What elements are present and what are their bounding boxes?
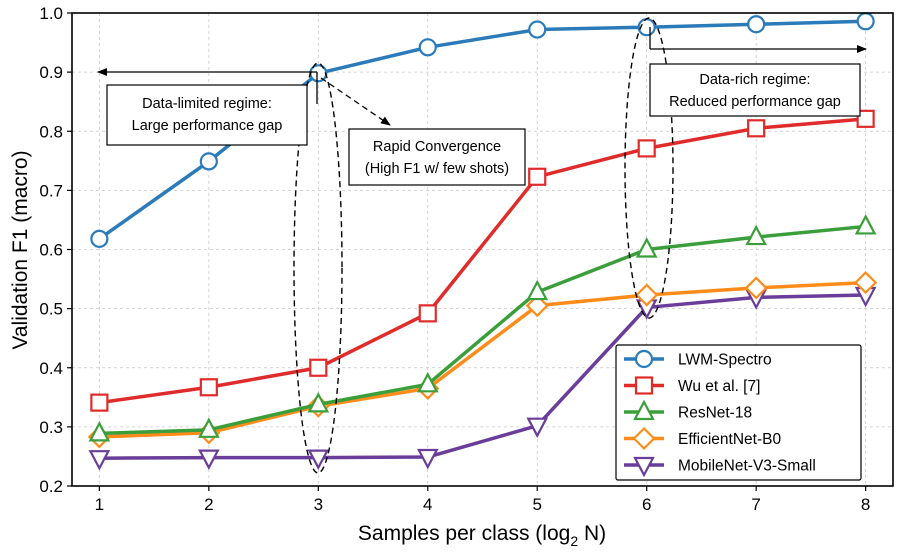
data-point-resnet-18 <box>635 237 658 258</box>
legend-item-efficientnet-b0: EfficientNet-B0 <box>624 426 781 451</box>
legend: LWM-Spectro Wu et al. [7] ResNet-18 Efficie… <box>615 344 862 481</box>
legend-marker <box>634 376 654 395</box>
data-point-mobilenet-v3-small <box>198 449 220 470</box>
y-tick-label: 0.7 <box>39 181 63 200</box>
rapid-convergence-line2: (High F1 w/ few shots) <box>365 161 509 177</box>
rich-regime-ellipse <box>624 17 674 319</box>
series-line-lwm-spectro <box>98 19 866 241</box>
data-point-lwm-spectro <box>199 152 218 171</box>
limited-regime-line1: Data-limited regime: <box>142 96 272 112</box>
data-point-resnet-18 <box>198 417 220 438</box>
legend-item-mobilenet-v3-small: MobileNet-V3-Small <box>624 456 816 478</box>
legend-label: MobileNet-V3-Small <box>678 458 816 475</box>
legend-marker <box>633 399 655 421</box>
rich-regime-line1: Data-rich regime: <box>699 72 810 88</box>
rapid-convergence-arrow <box>320 77 391 126</box>
rich-regime-line2: Reduced performance gap <box>669 94 841 110</box>
series-line-mobilenet-v3-small <box>99 293 866 460</box>
data-point-lwm-spectro <box>90 229 109 248</box>
data-point-wu-et-al-7 <box>90 393 109 412</box>
data-point-wu-et-al-7 <box>418 304 437 323</box>
y-tick-label: 0.9 <box>39 63 63 82</box>
data-point-lwm-spectro <box>856 12 875 31</box>
y-tick-label: 0.6 <box>39 241 63 260</box>
data-point-resnet-18 <box>526 279 549 301</box>
data-point-resnet-18 <box>416 371 439 393</box>
convergence-ellipse <box>293 62 343 474</box>
data-point-lwm-spectro <box>528 20 547 39</box>
data-point-wu-et-al-7 <box>637 139 656 158</box>
series-wu-et-al-7 <box>90 109 875 412</box>
data-point-efficientnet-b0 <box>525 294 549 318</box>
series-line-resnet-18 <box>99 224 866 436</box>
x-tick-label: 1 <box>95 495 104 514</box>
data-point-wu-et-al-7 <box>856 109 875 128</box>
data-point-resnet-18 <box>745 224 767 246</box>
limited-regime-box: Data-limited regime: Large performance g… <box>106 84 308 146</box>
series-lwm-spectro <box>90 12 875 248</box>
y-tick-label: 1.0 <box>39 4 63 23</box>
limited-regime-line2: Large performance gap <box>132 118 283 134</box>
x-tick-label: 4 <box>423 495 432 514</box>
data-point-resnet-18 <box>307 392 330 413</box>
data-point-mobilenet-v3-small <box>416 448 439 470</box>
y-tick-label: 0.8 <box>39 122 63 141</box>
series-resnet-18 <box>88 214 877 442</box>
data-point-wu-et-al-7 <box>309 358 328 377</box>
rapid-convergence-box: Rapid Convergence (High F1 w/ few shots) <box>348 128 526 186</box>
axis-ticks: 1 2 3 4 5 6 7 8 0.2 0.3 0.4 0.5 0.6 0.7 0.8 0.9 1.0 <box>39 4 870 514</box>
series-line-wu-et-al-7 <box>99 117 866 405</box>
x-tick-label: 5 <box>532 495 541 514</box>
data-point-efficientnet-b0 <box>744 276 768 300</box>
data-point-wu-et-al-7 <box>528 167 547 186</box>
legend-marker <box>633 456 655 478</box>
y-tick-label: 0.5 <box>39 300 63 319</box>
legend-label: Wu et al. [7] <box>678 378 760 395</box>
data-point-lwm-spectro <box>747 15 766 34</box>
data-point-mobilenet-v3-small <box>307 449 330 470</box>
data-point-mobilenet-v3-small <box>526 417 549 439</box>
series-line-efficientnet-b0 <box>99 280 866 439</box>
legend-marker <box>632 426 656 451</box>
x-tick-label: 8 <box>861 495 870 514</box>
legend-label: EfficientNet-B0 <box>678 431 781 448</box>
y-tick-label: 0.2 <box>39 477 63 496</box>
data-series <box>87 12 878 471</box>
rich-regime-box: Data-rich regime: Reduced performance ga… <box>649 63 861 117</box>
legend-label: LWM-Spectro <box>678 352 772 369</box>
y-tick-label: 0.3 <box>39 418 63 437</box>
x-tick-label: 6 <box>642 495 651 514</box>
data-point-resnet-18 <box>854 214 877 235</box>
x-tick-label: 2 <box>204 495 213 514</box>
data-point-lwm-spectro <box>418 38 437 57</box>
legend-marker <box>634 349 654 369</box>
x-tick-label: 3 <box>314 495 323 514</box>
y-tick-label: 0.4 <box>39 359 63 378</box>
rapid-convergence-line1: Rapid Convergence <box>373 139 501 155</box>
data-point-mobilenet-v3-small <box>88 450 111 471</box>
legend-item-resnet-18: ResNet-18 <box>624 399 752 422</box>
legend-item-wu-et-al-7: Wu et al. [7] <box>624 376 760 395</box>
x-axis-label: Samples per class (log2 N) <box>358 522 606 549</box>
data-point-efficientnet-b0 <box>635 283 659 307</box>
legend-box <box>615 344 862 481</box>
legend-item-lwm-spectro: LWM-Spectro <box>624 349 772 369</box>
data-point-wu-et-al-7 <box>199 378 218 397</box>
data-point-efficientnet-b0 <box>854 271 878 295</box>
x-tick-label: 7 <box>751 495 760 514</box>
annotations: Data-limited regime: Large performance g… <box>97 17 867 474</box>
legend-label: ResNet-18 <box>678 405 752 422</box>
y-axis-label: Validation F1 (macro) <box>9 150 32 349</box>
data-point-resnet-18 <box>88 421 111 442</box>
data-point-wu-et-al-7 <box>747 119 766 138</box>
